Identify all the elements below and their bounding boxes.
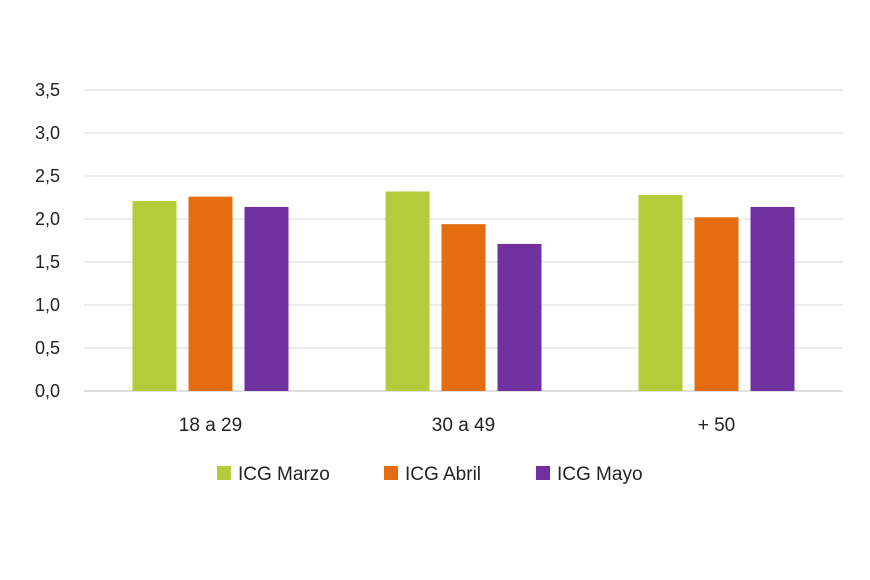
legend-swatch bbox=[384, 466, 398, 480]
legend: ICG Marzo ICG Abril ICG Mayo bbox=[217, 464, 643, 485]
y-tick-label: 2,0 bbox=[35, 209, 60, 229]
y-tick-label: 3,5 bbox=[35, 80, 60, 100]
x-category-label: 30 a 49 bbox=[432, 415, 495, 436]
y-axis-ticks: 0,0 0,5 1,0 1,5 2,0 2,5 3,0 3,5 bbox=[35, 80, 60, 401]
legend-swatch bbox=[217, 466, 231, 480]
bar-icg-abril bbox=[188, 196, 233, 391]
bar-icg-marzo bbox=[132, 200, 177, 391]
bar-icg-marzo bbox=[638, 194, 683, 391]
legend-label: ICG Mayo bbox=[557, 464, 643, 485]
x-axis-categories: 18 a 29 30 a 49 + 50 bbox=[179, 415, 735, 436]
y-tick-label: 3,0 bbox=[35, 123, 60, 143]
bar-icg-mayo bbox=[497, 243, 542, 391]
legend-label: ICG Abril bbox=[405, 464, 481, 485]
y-tick-label: 1,5 bbox=[35, 252, 60, 272]
legend-label: ICG Marzo bbox=[238, 464, 330, 485]
bar-icg-mayo bbox=[750, 206, 795, 391]
x-category-label: 18 a 29 bbox=[179, 415, 242, 436]
bar-icg-abril bbox=[694, 217, 739, 391]
y-tick-label: 2,5 bbox=[35, 166, 60, 186]
y-tick-label: 0,5 bbox=[35, 338, 60, 358]
y-tick-label: 1,0 bbox=[35, 295, 60, 315]
x-category-label: + 50 bbox=[698, 415, 736, 436]
y-tick-label: 0,0 bbox=[35, 381, 60, 401]
bar-icg-marzo bbox=[385, 191, 430, 391]
bar-icg-abril bbox=[441, 224, 486, 391]
legend-swatch bbox=[536, 466, 550, 480]
bars bbox=[132, 191, 795, 391]
bar-icg-mayo bbox=[244, 206, 289, 391]
